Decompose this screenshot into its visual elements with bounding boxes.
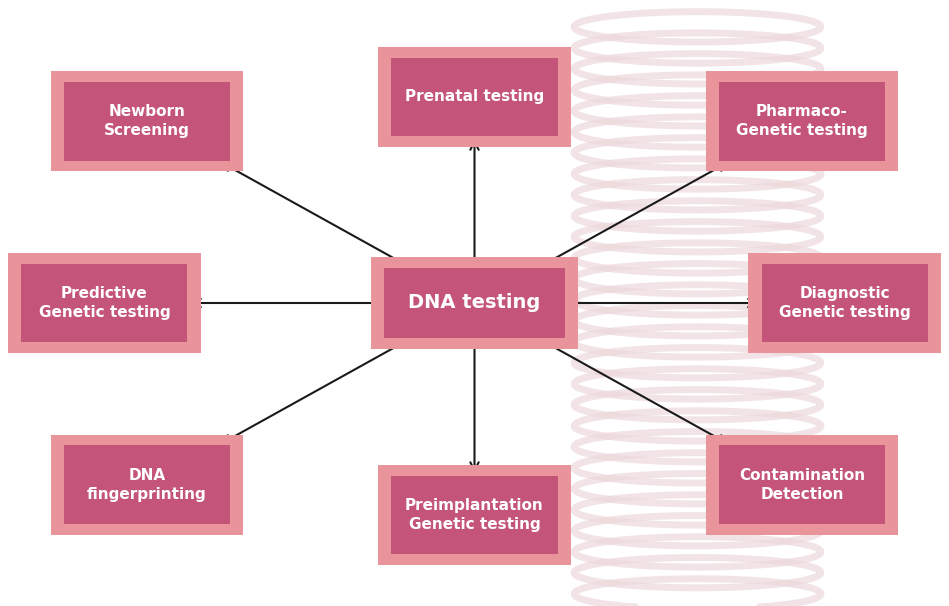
Text: Diagnostic
Genetic testing: Diagnostic Genetic testing <box>779 286 910 320</box>
Bar <box>65 82 230 161</box>
Text: DNA testing: DNA testing <box>408 293 541 313</box>
Bar <box>748 253 940 353</box>
Bar <box>391 58 557 136</box>
Text: Pharmaco-
Genetic testing: Pharmaco- Genetic testing <box>736 104 867 138</box>
Bar <box>718 82 884 161</box>
Text: Predictive
Genetic testing: Predictive Genetic testing <box>39 286 170 320</box>
Bar <box>718 445 884 524</box>
Text: Prenatal testing: Prenatal testing <box>405 90 544 104</box>
Bar <box>378 47 570 147</box>
Bar <box>65 445 230 524</box>
Bar <box>378 465 570 565</box>
Text: DNA
fingerprinting: DNA fingerprinting <box>87 468 207 502</box>
Text: Preimplantation
Genetic testing: Preimplantation Genetic testing <box>405 498 544 532</box>
Text: Contamination
Detection: Contamination Detection <box>739 468 865 502</box>
Bar <box>705 435 898 535</box>
Bar <box>22 264 188 342</box>
Bar <box>705 71 898 171</box>
Bar <box>384 268 565 338</box>
Bar <box>9 253 201 353</box>
Text: Newborn
Screening: Newborn Screening <box>104 104 190 138</box>
Bar <box>51 71 243 171</box>
Bar <box>51 435 243 535</box>
Bar <box>391 476 557 554</box>
Bar <box>761 264 927 342</box>
Bar <box>371 257 578 348</box>
